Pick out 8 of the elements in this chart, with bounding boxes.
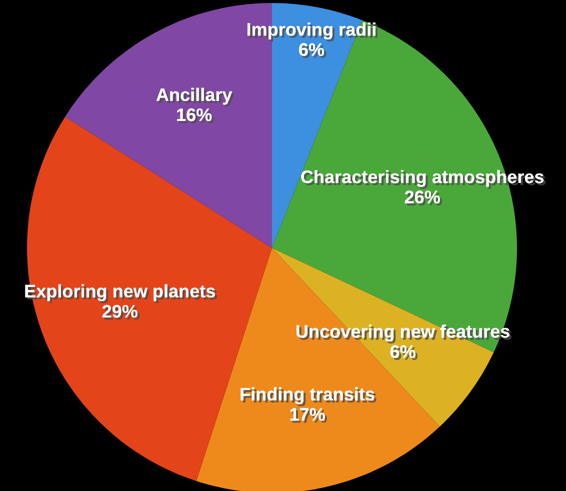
data-label: 16%	[177, 108, 214, 124]
data-label: 6%	[390, 345, 418, 360]
slice-label: Ancillary	[156, 88, 234, 107]
slice-label: Finding transits	[240, 387, 376, 406]
data-label: 29%	[102, 304, 140, 320]
data-label: 17%	[290, 408, 327, 423]
data-label: 6%	[299, 43, 326, 58]
data-label: 26%	[404, 190, 442, 206]
